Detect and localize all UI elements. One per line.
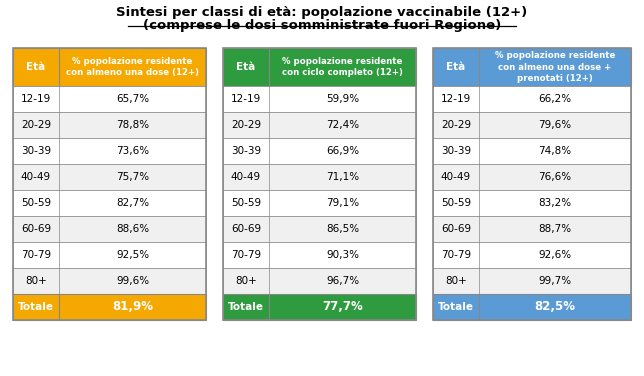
Text: 60-69: 60-69 [231, 224, 261, 234]
Bar [223, 294, 416, 320]
Bar [433, 294, 631, 320]
Bar [433, 48, 631, 320]
Text: 86,5%: 86,5% [326, 224, 359, 234]
Bar [433, 48, 631, 86]
Text: 80+: 80+ [25, 276, 47, 286]
Text: 76,6%: 76,6% [538, 172, 572, 182]
Bar [223, 112, 416, 138]
Text: 70-79: 70-79 [231, 250, 261, 260]
Text: 20-29: 20-29 [231, 120, 261, 130]
Text: 12-19: 12-19 [441, 94, 471, 104]
Text: 40-49: 40-49 [21, 172, 51, 182]
Text: Totale: Totale [438, 302, 474, 312]
Text: 77,7%: 77,7% [322, 300, 363, 314]
Bar [433, 138, 631, 164]
Bar [433, 164, 631, 190]
Bar [13, 112, 206, 138]
Text: % popolazione residente
con ciclo completo (12+): % popolazione residente con ciclo comple… [282, 57, 403, 77]
Bar [13, 294, 206, 320]
Text: % popolazione residente
con almeno una dose (12+): % popolazione residente con almeno una d… [66, 57, 199, 77]
Text: (comprese le dosi somministrate fuori Regione): (comprese le dosi somministrate fuori Re… [143, 19, 501, 32]
Text: 50-59: 50-59 [441, 198, 471, 208]
Text: 88,7%: 88,7% [538, 224, 572, 234]
Text: Sintesi per classi di età: popolazione vaccinabile (12+): Sintesi per classi di età: popolazione v… [117, 6, 527, 19]
Text: Età: Età [26, 62, 46, 72]
Text: 90,3%: 90,3% [326, 250, 359, 260]
Text: 59,9%: 59,9% [326, 94, 359, 104]
Bar [433, 190, 631, 216]
Text: Età: Età [446, 62, 466, 72]
Bar [223, 48, 416, 320]
Bar [433, 112, 631, 138]
Text: 40-49: 40-49 [231, 172, 261, 182]
Text: Totale: Totale [228, 302, 264, 312]
Bar [13, 48, 206, 320]
Bar [13, 242, 206, 268]
Text: 74,8%: 74,8% [538, 146, 572, 156]
Bar [223, 268, 416, 294]
Text: 30-39: 30-39 [231, 146, 261, 156]
Text: 81,9%: 81,9% [112, 300, 153, 314]
Text: 80+: 80+ [445, 276, 467, 286]
Bar [223, 48, 416, 86]
Text: 60-69: 60-69 [21, 224, 51, 234]
Text: 99,6%: 99,6% [116, 276, 149, 286]
Text: 75,7%: 75,7% [116, 172, 149, 182]
Bar [223, 86, 416, 112]
Text: 79,1%: 79,1% [326, 198, 359, 208]
Text: 20-29: 20-29 [21, 120, 51, 130]
Text: Totale: Totale [18, 302, 54, 312]
Text: Età: Età [236, 62, 256, 72]
Bar [433, 216, 631, 242]
Text: 65,7%: 65,7% [116, 94, 149, 104]
Text: 50-59: 50-59 [231, 198, 261, 208]
Text: 72,4%: 72,4% [326, 120, 359, 130]
Text: 82,7%: 82,7% [116, 198, 149, 208]
Text: 70-79: 70-79 [21, 250, 51, 260]
Bar [13, 164, 206, 190]
Text: 96,7%: 96,7% [326, 276, 359, 286]
Bar [223, 242, 416, 268]
Text: 30-39: 30-39 [441, 146, 471, 156]
Bar [13, 190, 206, 216]
Bar [223, 216, 416, 242]
Text: 71,1%: 71,1% [326, 172, 359, 182]
Text: 30-39: 30-39 [21, 146, 51, 156]
Bar [433, 86, 631, 112]
Bar [13, 268, 206, 294]
Text: 20-29: 20-29 [441, 120, 471, 130]
Text: 12-19: 12-19 [231, 94, 261, 104]
Text: 88,6%: 88,6% [116, 224, 149, 234]
Text: 83,2%: 83,2% [538, 198, 572, 208]
Bar [13, 138, 206, 164]
Text: 82,5%: 82,5% [535, 300, 576, 314]
Text: 66,2%: 66,2% [538, 94, 572, 104]
Text: 66,9%: 66,9% [326, 146, 359, 156]
Text: 73,6%: 73,6% [116, 146, 149, 156]
Bar [13, 48, 206, 86]
Text: 60-69: 60-69 [441, 224, 471, 234]
Bar [433, 268, 631, 294]
Text: % popolazione residente
con almeno una dose +
prenotati (12+): % popolazione residente con almeno una d… [495, 52, 615, 83]
Text: 80+: 80+ [235, 276, 257, 286]
Bar [13, 86, 206, 112]
Text: 40-49: 40-49 [441, 172, 471, 182]
Bar [13, 216, 206, 242]
Text: 12-19: 12-19 [21, 94, 51, 104]
Bar [223, 190, 416, 216]
Text: 50-59: 50-59 [21, 198, 51, 208]
Text: 92,5%: 92,5% [116, 250, 149, 260]
Text: 79,6%: 79,6% [538, 120, 572, 130]
Bar [433, 242, 631, 268]
Text: 99,7%: 99,7% [538, 276, 572, 286]
Bar [223, 164, 416, 190]
Text: 92,6%: 92,6% [538, 250, 572, 260]
Text: 78,8%: 78,8% [116, 120, 149, 130]
Bar [223, 138, 416, 164]
Text: 70-79: 70-79 [441, 250, 471, 260]
